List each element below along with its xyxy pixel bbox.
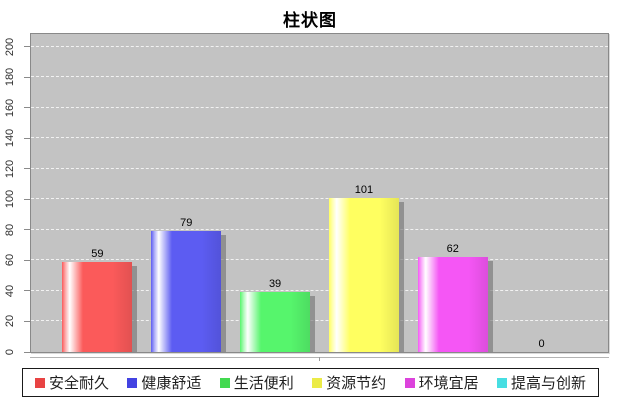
legend: 安全耐久 健康舒适 生活便利 资源节约 环境宜居 提高与创新: [22, 368, 599, 397]
bar-group-0: 59: [53, 34, 142, 352]
y-tick-mark: [24, 320, 30, 322]
gridline: [31, 320, 608, 322]
y-tick-label: 60: [4, 254, 16, 267]
legend-marker: [404, 377, 415, 388]
legend-item-0: 安全耐久: [35, 372, 109, 393]
legend-label: 环境宜居: [418, 376, 479, 392]
bar-value-label: 59: [91, 247, 104, 260]
y-tick-label: 200: [4, 37, 16, 56]
y-tick-label: 180: [4, 68, 16, 87]
bar-0: [62, 261, 133, 352]
gridline: [31, 198, 608, 200]
y-tick-mark: [24, 76, 30, 78]
x-axis-center-tick: [319, 357, 320, 361]
y-tick-mark: [24, 137, 30, 139]
y-tick-mark: [24, 46, 30, 48]
bar-value-label: 62: [446, 243, 459, 256]
bar-value-label: 79: [180, 217, 193, 230]
y-tick-label: 0: [4, 348, 16, 356]
y-tick-label: 140: [4, 129, 16, 148]
chart-title: 柱状图: [283, 11, 337, 30]
legend-marker: [219, 377, 230, 388]
y-tick-label: 20: [4, 315, 16, 328]
gridline: [31, 106, 608, 108]
bar-2: [240, 292, 311, 352]
legend-label: 提高与创新: [510, 376, 586, 392]
legend-marker: [35, 377, 45, 388]
y-tick-mark: [24, 290, 30, 292]
gridline: [31, 228, 608, 230]
y-tick-mark: [24, 259, 30, 261]
y-tick-mark: [24, 351, 30, 353]
gridline: [31, 167, 608, 169]
bar-group-5: 0: [497, 34, 586, 352]
legend-label: 健康舒适: [141, 376, 202, 392]
bar-group-3: 101: [319, 34, 408, 352]
y-tick-label: 40: [4, 284, 16, 298]
bar-4: [417, 257, 488, 352]
y-axis: 0 20 40 60 80 100 120 140 160 180 200: [0, 0, 30, 400]
y-tick-mark: [24, 198, 30, 200]
bar-group-1: 79: [142, 34, 231, 352]
legend-item-1: 健康舒适: [127, 372, 201, 393]
legend-item-5: 提高与创新: [496, 372, 586, 393]
bar-value-label: 101: [354, 183, 374, 196]
gridline: [31, 45, 608, 47]
legend-label: 生活便利: [233, 376, 294, 392]
plot-area: 59 79 39 101 62 0: [30, 33, 609, 353]
y-tick-label: 160: [4, 98, 16, 117]
legend-marker: [127, 377, 138, 388]
y-tick-label: 120: [4, 159, 16, 179]
gridline: [31, 76, 608, 78]
bar-1: [151, 231, 222, 352]
y-tick-label: 80: [4, 223, 16, 237]
y-tick-mark: [24, 168, 30, 170]
gridline: [31, 289, 608, 291]
legend-item-3: 资源节约: [312, 372, 386, 393]
bar-group-2: 39: [231, 34, 320, 352]
bar-value-label: 0: [538, 338, 545, 350]
legend-item-4: 环境宜居: [404, 372, 479, 393]
y-tick-mark: [24, 107, 30, 109]
legend-item-2: 生活便利: [219, 372, 294, 393]
legend-marker: [496, 377, 507, 388]
legend-marker: [312, 377, 323, 388]
y-tick-mark: [24, 229, 30, 231]
bars-container: 59 79 39 101 62 0: [31, 34, 608, 352]
legend-label: 资源节约: [326, 376, 387, 392]
gridline: [31, 259, 608, 261]
bar-group-4: 62: [408, 34, 497, 352]
bar-3: [328, 197, 399, 352]
y-tick-label: 100: [4, 190, 16, 209]
gridline: [31, 137, 608, 139]
bar-value-label: 39: [268, 278, 282, 291]
legend-label: 安全耐久: [49, 376, 110, 392]
x-axis-line: [30, 357, 609, 361]
